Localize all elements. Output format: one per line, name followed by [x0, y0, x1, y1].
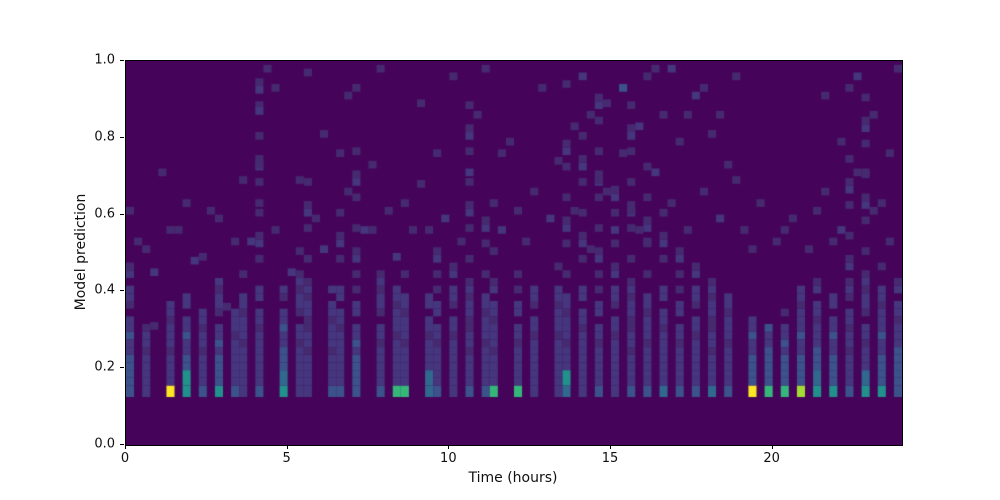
x-tick-mark	[286, 445, 288, 449]
y-tick-label: 0.2	[94, 359, 115, 375]
y-tick-label: 0.8	[94, 129, 115, 145]
y-tick-label: 0.6	[94, 206, 115, 222]
heatmap-canvas	[126, 61, 902, 445]
y-tick-label: 0.4	[94, 282, 115, 298]
x-tick-mark	[771, 445, 773, 449]
x-tick-mark	[125, 445, 126, 449]
x-tick-label: 15	[601, 451, 619, 466]
x-tick-label: 0	[120, 451, 130, 466]
x-tick-label: 5	[282, 451, 291, 466]
x-axis-label: Time (hours)	[468, 470, 558, 486]
y-tick-mark	[120, 367, 124, 369]
y-tick-mark	[120, 60, 124, 61]
x-tick-mark	[448, 445, 450, 449]
y-tick-label: 0.0	[94, 436, 115, 452]
y-axis-label: Model prediction	[73, 193, 89, 311]
y-tick-mark	[120, 136, 124, 138]
plot-area	[125, 60, 903, 446]
x-tick-mark	[610, 445, 611, 449]
x-tick-label: 20	[763, 451, 780, 466]
y-tick-label: 1.0	[94, 52, 115, 68]
x-tick-label: 10	[440, 451, 457, 466]
y-tick-mark	[120, 290, 124, 292]
y-tick-mark	[120, 444, 124, 445]
y-tick-mark	[120, 213, 124, 215]
